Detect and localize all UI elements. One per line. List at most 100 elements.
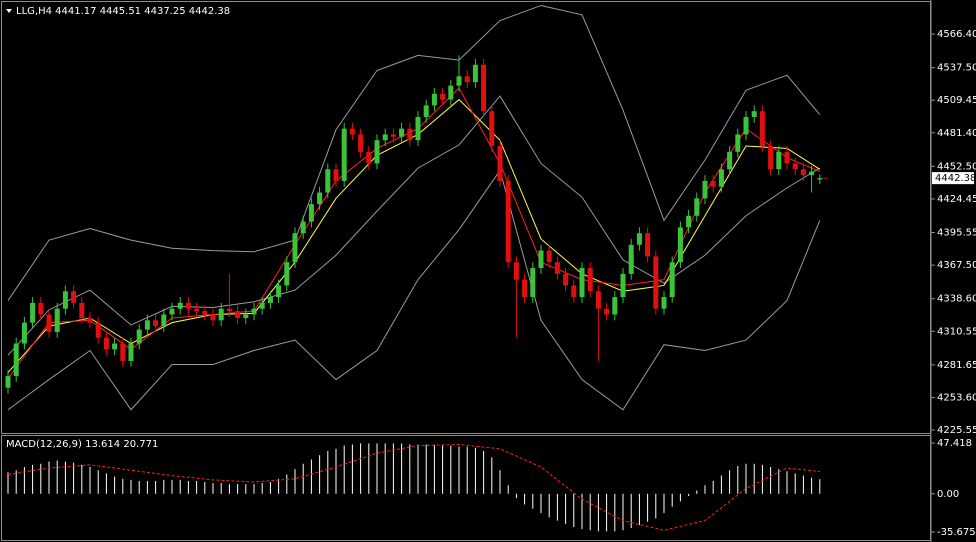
candle-body [571,285,577,298]
candle-body [276,285,282,298]
chart-header: LLG,H4 4441.17 4445.51 4437.25 4442.38 [16,6,230,17]
candle-body [423,105,429,117]
candle-body [751,111,757,117]
candle-body [677,227,683,263]
candle-body [653,256,659,309]
candle-body [87,317,93,323]
candle-body [776,151,782,170]
candle-body [284,262,290,286]
candle-body [554,262,560,274]
candle-body [366,151,372,164]
candle-body [448,85,454,100]
candle-body [636,233,642,245]
candle-body [538,250,544,269]
indicator-line [7,169,821,411]
candle-body [390,134,396,137]
candle-body [702,180,708,199]
high-value: 4445.51 [100,6,141,17]
candle-body [46,314,52,332]
y-tick-label: 4424.45 [937,194,976,205]
candle-body [694,198,700,216]
candle-body [218,308,224,321]
candle-body [325,169,331,193]
indicator-line [7,4,821,301]
candle-body [308,204,314,222]
y-tick-label: 4537.50 [937,63,976,74]
macd-label: MACD(12,26,9) [6,439,82,450]
candle-body [784,151,790,164]
indicator-line [7,95,821,356]
y-tick-label: 4225.55 [937,425,976,436]
candle-body [341,128,347,181]
candle-body [333,169,339,181]
candle-body [399,128,405,137]
candle-body [210,314,216,321]
candle-body [62,291,68,309]
y-tick-label: 4566.40 [937,29,976,40]
candle-body [292,233,298,263]
candle-body [645,233,651,257]
candle-body [530,268,536,298]
candle-body [71,291,77,303]
candle-body [587,268,593,292]
candle-body [497,146,503,181]
open-value: 4441.17 [55,6,96,17]
candle-body [259,302,265,309]
low-value: 4437.25 [144,6,185,17]
candle-body [792,163,798,170]
candle-body [38,302,44,315]
candle-body [120,343,126,361]
y-tick-label: 4367.50 [937,260,976,271]
candle-body [169,308,175,315]
price-label-box [932,172,974,185]
y-tick-label: 4481.40 [937,128,976,139]
candle-body [579,268,585,298]
candle-body [809,171,815,176]
y-tick-label: 4281.65 [937,360,976,371]
candle-body [513,262,519,280]
candle-body [382,134,388,141]
menu-arrow [6,9,12,13]
macd-value: 13.614 [85,439,120,450]
y-tick-label: 0.00 [937,489,959,500]
y-tick-label: 4338.60 [937,294,976,305]
candle-body [177,302,183,309]
close-value: 4442.38 [189,6,230,17]
candle-body [54,308,60,332]
candle-body [686,215,692,228]
candle-body [456,76,462,86]
price-label: 4442.38 [935,173,976,184]
candle-body [317,192,323,205]
y-tick-label: 4452.50 [937,161,976,172]
candle-body [103,337,109,350]
candle-body [431,93,437,106]
candle-body [505,180,511,263]
candle-body [5,376,11,388]
candle-body [800,169,806,176]
candle-body [226,308,232,312]
candle-body [30,302,36,323]
y-tick-label: 47.418 [937,438,972,449]
candle-body [727,151,733,170]
candle-body [112,343,118,350]
candle-body [817,178,823,180]
candle-body [472,64,478,83]
candle-body [136,329,142,344]
candle-body [620,273,626,298]
candle-body [194,308,200,312]
candle-body [349,128,355,135]
candle-body [661,297,667,309]
candle-body [489,111,495,147]
candle-body [546,250,552,263]
candle-body [185,302,191,309]
candle-body [153,320,159,327]
candle-body [243,314,249,318]
candle-body [743,116,749,135]
candle-body [718,169,724,187]
candle-body [13,343,19,377]
y-tick-label: -35.675 [937,527,976,538]
macd-header: MACD(12,26,9) 13.614 20.771 [6,439,158,450]
candle-body [522,279,528,298]
